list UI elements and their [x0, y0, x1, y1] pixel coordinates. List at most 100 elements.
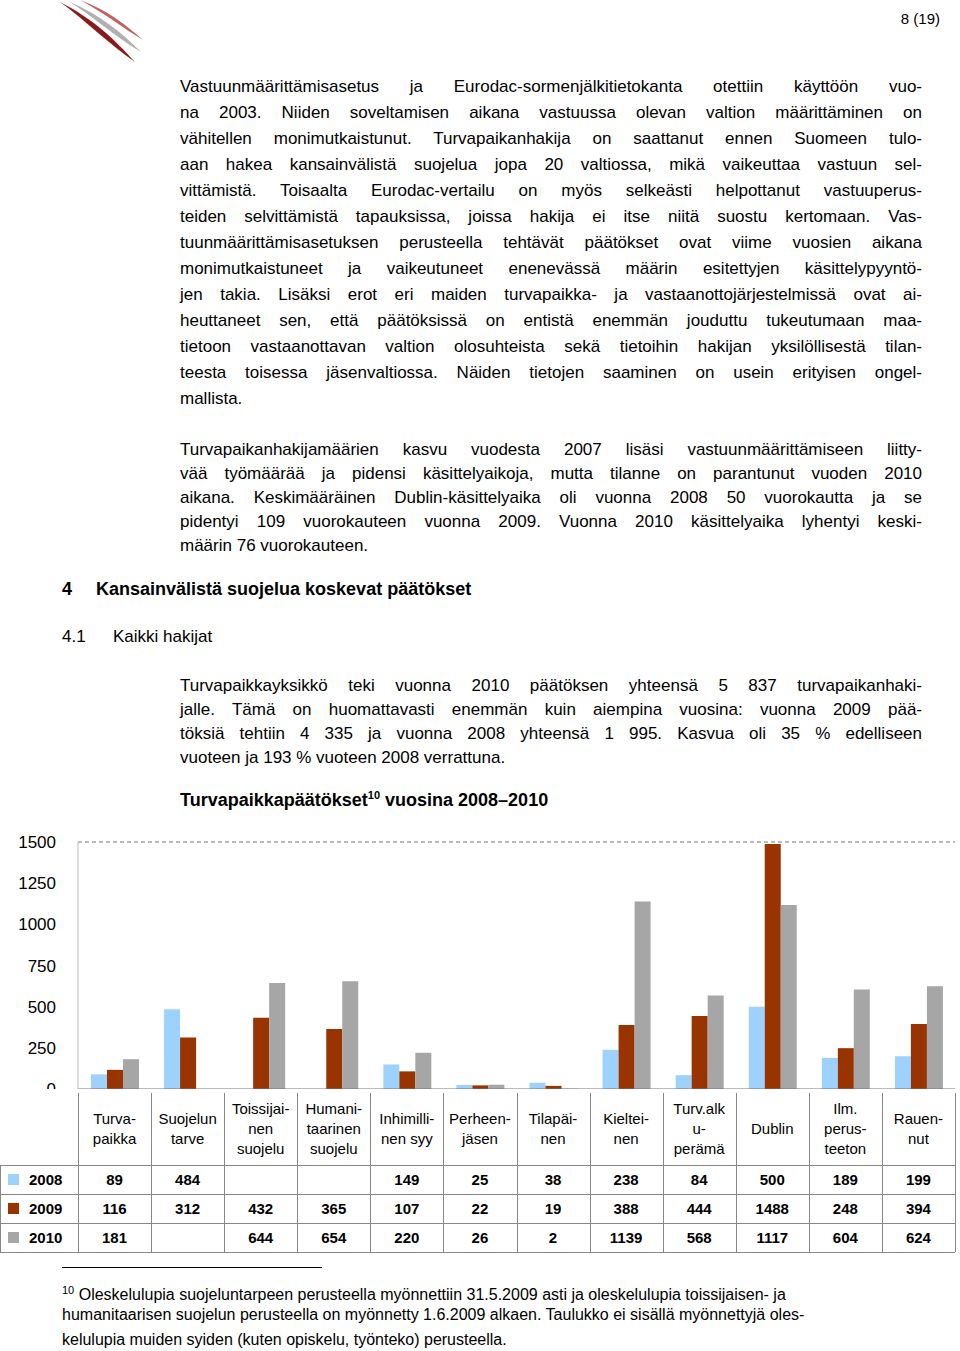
- html-text:suojelu: suojelu: [236, 1140, 285, 1157]
- svg-text:1000: 1000: [18, 915, 56, 934]
- html-text:25: 25: [471, 1171, 489, 1188]
- html-text:perämä: perämä: [673, 1140, 725, 1157]
- html-text:116: 116: [102, 1200, 127, 1217]
- svg-text:1500: 1500: [18, 833, 56, 852]
- html-text:2009: 2009: [29, 1200, 63, 1217]
- html-text:248: 248: [832, 1200, 858, 1217]
- html-text:aikana. Keskimääräinen Dublin-: aikana. Keskimääräinen Dublin-käsittelya…: [180, 488, 922, 507]
- html-text:484: 484: [175, 1171, 201, 1188]
- html-text:Turvapaikanhakijamäärien kasvu: Turvapaikanhakijamäärien kasvu vuodesta …: [180, 440, 922, 459]
- html-text:jalle. Tämä on huomattavasti e: jalle. Tämä on huomattavasti enemmän kui…: [180, 700, 922, 719]
- html-text:Vastuunmäärittämisasetus ja Eu: Vastuunmäärittämisasetus ja Eurodac-sorm…: [180, 77, 922, 96]
- html-text:2008: 2008: [29, 1171, 63, 1188]
- html-text:nen syy: nen syy: [381, 1130, 433, 1147]
- html-text:Suojelun: Suojelun: [158, 1110, 217, 1127]
- html-text:heuttaneet sen, että päätöksis: heuttaneet sen, että päätöksissä on enti…: [180, 311, 922, 330]
- html-text:149: 149: [394, 1171, 420, 1188]
- html-text:654: 654: [321, 1229, 347, 1246]
- html-text:Dublin: Dublin: [751, 1120, 794, 1137]
- html-text:220: 220: [394, 1229, 420, 1246]
- html-text:määrin 76 vuorokauteen.: määrin 76 vuorokauteen.: [180, 536, 369, 555]
- html-text:Turva-: Turva-: [93, 1110, 136, 1127]
- html-text:perus-: perus-: [824, 1120, 867, 1137]
- html-text:Kieltei-: Kieltei-: [603, 1110, 649, 1127]
- html-text:26: 26: [471, 1229, 489, 1246]
- html-text:humanitaarisen suojelun perust: humanitaarisen suojelun perusteella on m…: [62, 1306, 805, 1323]
- html-text:Inhimilli-: Inhimilli-: [379, 1110, 435, 1127]
- html-text:107: 107: [394, 1200, 420, 1217]
- html-text:teeton: teeton: [824, 1140, 867, 1157]
- html-text:Toissijai-: Toissijai-: [231, 1100, 290, 1117]
- svg-text:0: 0: [47, 1080, 56, 1089]
- html-text:paikka: paikka: [92, 1130, 137, 1147]
- svg-text:500: 500: [28, 998, 56, 1017]
- html-text:Kaikki hakijat: Kaikki hakijat: [113, 627, 213, 646]
- html-text:365: 365: [321, 1200, 347, 1217]
- html-text:kelulupia muiden syiden (kuten: kelulupia muiden syiden (kuten opiskelu,…: [62, 1331, 507, 1348]
- svg-text:1250: 1250: [18, 874, 56, 893]
- html-text:624: 624: [905, 1229, 931, 1246]
- html-text:Rauen-: Rauen-: [893, 1110, 943, 1127]
- html-text:nut: nut: [908, 1130, 929, 1147]
- html-text:teiden selvittämistä tapauksis: teiden selvittämistä tapauksissa, joissa…: [180, 207, 922, 226]
- html-text:38: 38: [544, 1171, 562, 1188]
- svg-text:750: 750: [28, 957, 56, 976]
- html-text:19: 19: [544, 1200, 562, 1217]
- html-text:vähitellen monimutkaistunut. T: vähitellen monimutkaistunut. Turvapaikan…: [180, 129, 922, 148]
- html-text:10 Oleskelulupia suojeluntarpe: 10 Oleskelulupia suojeluntarpeen peruste…: [62, 1284, 786, 1304]
- html-text:teesta toisessa jäsenvaltiossa: teesta toisessa jäsenvaltiossa. Näiden t…: [180, 363, 922, 382]
- html-text:na 2003. Niiden soveltamisen a: na 2003. Niiden soveltamisen aikana vast…: [180, 103, 922, 122]
- html-text:604: 604: [832, 1229, 858, 1246]
- html-text:1117: 1117: [756, 1229, 789, 1246]
- html-text:vää työmäärää ja pidensi käsit: vää työmäärää ja pidensi käsittelyaikoja…: [180, 464, 922, 483]
- html-text:jen takia. Lisäksi erot eri ma: jen takia. Lisäksi erot eri maiden turva…: [180, 285, 922, 304]
- html-text:jäsen: jäsen: [462, 1130, 498, 1147]
- html-text:388: 388: [613, 1200, 639, 1217]
- html-text:nen: nen: [248, 1120, 274, 1137]
- html-text:4.1: 4.1: [62, 627, 86, 646]
- html-text:444: 444: [686, 1200, 712, 1217]
- html-text:Turv.alk: Turv.alk: [673, 1100, 725, 1117]
- html-text:aan hakea kansainvälistä suoje: aan hakea kansainvälistä suojelua jopa 2…: [180, 155, 922, 174]
- html-text:Kansainvälistä suojelua koskev: Kansainvälistä suojelua koskevat päätöks…: [96, 579, 472, 599]
- svg-text:250: 250: [28, 1039, 56, 1058]
- html-text:töksiä tehtiin 4 335 ja vuonna: töksiä tehtiin 4 335 ja vuonna 2008 yhte…: [180, 724, 922, 743]
- html-text:monimutkaistuneet ja vaikeutun: monimutkaistuneet ja vaikeutuneet enenev…: [180, 259, 922, 278]
- html-text:4: 4: [62, 579, 72, 599]
- html-text:1488: 1488: [755, 1200, 789, 1217]
- html-text:pidentyi 109 vuorokauteen vuon: pidentyi 109 vuorokauteen vuonna 2009. V…: [180, 512, 922, 531]
- html-text:1139: 1139: [609, 1229, 643, 1246]
- html-text:181: 181: [102, 1229, 127, 1246]
- html-text:Perheen-: Perheen-: [449, 1110, 511, 1127]
- html-text:84: 84: [690, 1171, 708, 1188]
- html-text:189: 189: [832, 1171, 858, 1188]
- html-text:Tilapäi-: Tilapäi-: [528, 1110, 578, 1127]
- html-text:432: 432: [248, 1200, 274, 1217]
- html-text:568: 568: [686, 1229, 712, 1246]
- html-text:mallista.: mallista.: [180, 389, 243, 408]
- html-text:tietoon vastaanottavan valtion: tietoon vastaanottavan valtion olosuhtei…: [180, 337, 922, 356]
- html-text:u-: u-: [692, 1120, 706, 1137]
- html-text:312: 312: [175, 1200, 201, 1217]
- html-text:500: 500: [759, 1171, 785, 1188]
- html-text:suojelu: suojelu: [310, 1140, 358, 1157]
- html-text:taarinen: taarinen: [306, 1120, 361, 1137]
- html-text:tuunmäärittämisasetuksen perus: tuunmäärittämisasetuksen perusteella teh…: [180, 233, 922, 252]
- html-text:199: 199: [905, 1171, 931, 1188]
- html-text:22: 22: [471, 1200, 489, 1217]
- html-text:vittämistä. Toisaalta Eurodac-: vittämistä. Toisaalta Eurodac-vertailu o…: [180, 181, 922, 200]
- html-text:8 (19): 8 (19): [900, 10, 940, 27]
- html-text:Humani-: Humani-: [305, 1100, 363, 1117]
- html-text:Turvapaikkayksikkö teki vuonna: Turvapaikkayksikkö teki vuonna 2010 päät…: [180, 676, 922, 695]
- html-text:nen: nen: [613, 1130, 639, 1147]
- html-text:Ilm.: Ilm.: [833, 1100, 858, 1117]
- html-text:89: 89: [106, 1171, 123, 1188]
- html-text:394: 394: [905, 1200, 931, 1217]
- html-text:tarve: tarve: [170, 1130, 205, 1147]
- html-text:644: 644: [248, 1229, 274, 1246]
- html-text:2010: 2010: [29, 1229, 63, 1246]
- html-text:238: 238: [613, 1171, 639, 1188]
- html-text:Turvapaikkapäätökset10 vuosina: Turvapaikkapäätökset10 vuosina 2008–2010: [180, 789, 549, 810]
- html-text:nen: nen: [540, 1130, 566, 1147]
- html-text:vuoteen ja 193 % vuoteen 2008: vuoteen ja 193 % vuoteen 2008 verrattuna…: [180, 748, 506, 767]
